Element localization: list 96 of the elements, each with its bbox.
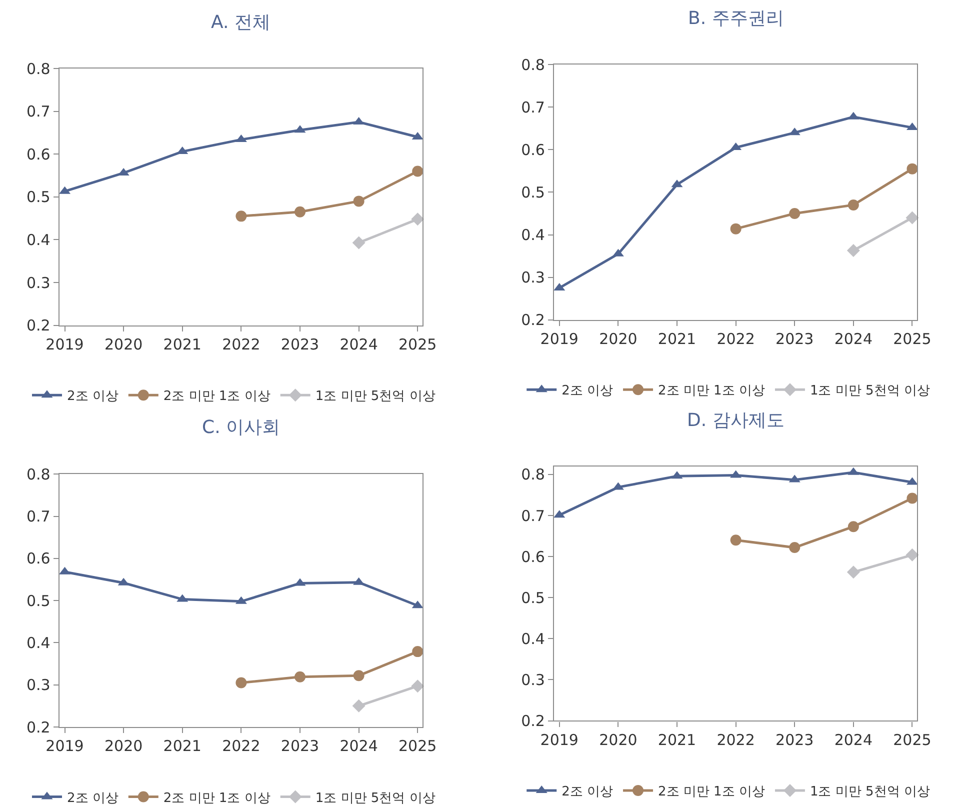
x-tick-label: 2025 <box>398 335 437 354</box>
y-tick-label: 0.7 <box>521 506 545 525</box>
y-tick-label: 0.8 <box>521 56 545 74</box>
y-tick-label: 0.5 <box>521 588 545 607</box>
legend-label: 1조 미만 5천억 이상 <box>810 784 930 800</box>
chart-title: B. 주주권리 <box>688 8 784 29</box>
x-tick-label: 2019 <box>540 730 578 749</box>
legend-label: 1조 미만 5천억 이상 <box>810 384 930 399</box>
point <box>730 534 742 546</box>
y-tick-label: 0.3 <box>26 274 50 292</box>
point <box>412 166 424 177</box>
y-tick-label: 0.3 <box>521 268 545 287</box>
x-tick-label: 2025 <box>893 330 932 348</box>
x-tick-label: 2023 <box>776 730 814 749</box>
point <box>352 699 366 712</box>
x-tick-label: 2024 <box>834 730 873 749</box>
y-tick-label: 0.2 <box>521 311 545 330</box>
x-tick-label: 2024 <box>340 335 378 354</box>
x-tick-label: 2021 <box>658 730 696 749</box>
y-tick-label: 0.6 <box>521 140 545 159</box>
x-tick-label: 2021 <box>658 330 696 348</box>
x-tick-label: 2019 <box>46 737 84 756</box>
y-tick-label: 0.6 <box>26 145 50 164</box>
chart-title: D. 감사제도 <box>687 410 784 431</box>
legend-label: 2조 이상 <box>562 384 614 399</box>
legend-label: 2조 미만 1조 이상 <box>658 784 765 800</box>
x-tick-label: 2023 <box>280 737 320 756</box>
y-tick-label: 0.7 <box>26 508 50 526</box>
point <box>789 542 800 554</box>
point <box>846 566 860 579</box>
y-tick-label: 0.4 <box>521 226 545 244</box>
point <box>294 206 306 218</box>
y-tick-label: 0.4 <box>26 230 50 249</box>
x-tick-label: 2020 <box>104 335 143 354</box>
point <box>730 223 742 234</box>
chart-title: C. 이사회 <box>202 417 280 438</box>
x-tick-label: 2025 <box>893 730 932 749</box>
x-tick-label: 2021 <box>163 335 202 354</box>
y-tick-label: 0.7 <box>521 98 545 116</box>
legend-label: 2조 이상 <box>562 784 614 800</box>
point <box>411 212 424 226</box>
x-tick-label: 2022 <box>222 737 260 756</box>
x-tick-label: 2023 <box>280 335 320 354</box>
x-tick-label: 2020 <box>104 737 143 756</box>
y-tick-label: 0.8 <box>26 465 50 484</box>
y-tick-label: 0.6 <box>521 548 545 566</box>
y-tick-label: 0.2 <box>521 712 545 730</box>
point <box>846 244 860 258</box>
point <box>412 646 424 658</box>
x-tick-label: 2025 <box>398 737 437 756</box>
y-tick-label: 0.2 <box>26 316 50 335</box>
y-tick-label: 0.5 <box>521 183 545 202</box>
x-tick-label: 2019 <box>46 335 84 354</box>
y-tick-label: 0.5 <box>26 188 50 206</box>
x-tick-label: 2020 <box>599 730 638 749</box>
x-tick-label: 2023 <box>776 330 814 348</box>
y-tick-label: 0.4 <box>26 634 50 652</box>
y-tick-label: 0.6 <box>26 550 50 568</box>
y-tick-label: 0.2 <box>26 718 50 736</box>
point <box>906 163 918 174</box>
chart-title: A. 전체 <box>211 12 270 33</box>
x-tick-label: 2020 <box>599 330 638 348</box>
legend-label: 1조 미만 5천억 이상 <box>315 389 436 404</box>
y-tick-label: 0.8 <box>521 466 545 484</box>
point <box>236 677 247 688</box>
point <box>906 548 919 562</box>
point <box>848 199 859 210</box>
point <box>906 211 919 224</box>
legend-label: 2조 미만 1조 이상 <box>163 389 270 404</box>
y-tick-label: 0.3 <box>521 670 545 689</box>
x-tick-label: 2022 <box>716 330 755 348</box>
point <box>236 210 247 222</box>
point <box>411 680 424 693</box>
point <box>353 670 364 682</box>
point <box>789 208 800 219</box>
y-tick-label: 0.7 <box>26 102 50 121</box>
legend-label: 2조 미만 1조 이상 <box>658 384 765 399</box>
x-tick-label: 2022 <box>716 730 755 749</box>
y-tick-label: 0.3 <box>26 676 50 694</box>
x-tick-label: 2021 <box>163 737 202 756</box>
x-tick-label: 2019 <box>540 330 578 348</box>
point <box>906 492 918 504</box>
legend-label: 1조 미만 5천억 이상 <box>315 790 436 806</box>
x-tick-label: 2022 <box>222 335 260 354</box>
point <box>848 521 859 532</box>
point <box>352 236 366 250</box>
legend-label: 2조 이상 <box>66 389 118 404</box>
x-tick-label: 2024 <box>340 737 378 756</box>
y-tick-label: 0.4 <box>521 630 545 648</box>
legend-label: 2조 이상 <box>66 790 118 806</box>
x-tick-label: 2024 <box>834 330 873 348</box>
legend-label: 2조 미만 1조 이상 <box>163 790 270 806</box>
point <box>294 671 306 682</box>
y-tick-label: 0.8 <box>26 60 50 78</box>
y-tick-label: 0.5 <box>26 592 50 610</box>
point <box>353 196 364 207</box>
